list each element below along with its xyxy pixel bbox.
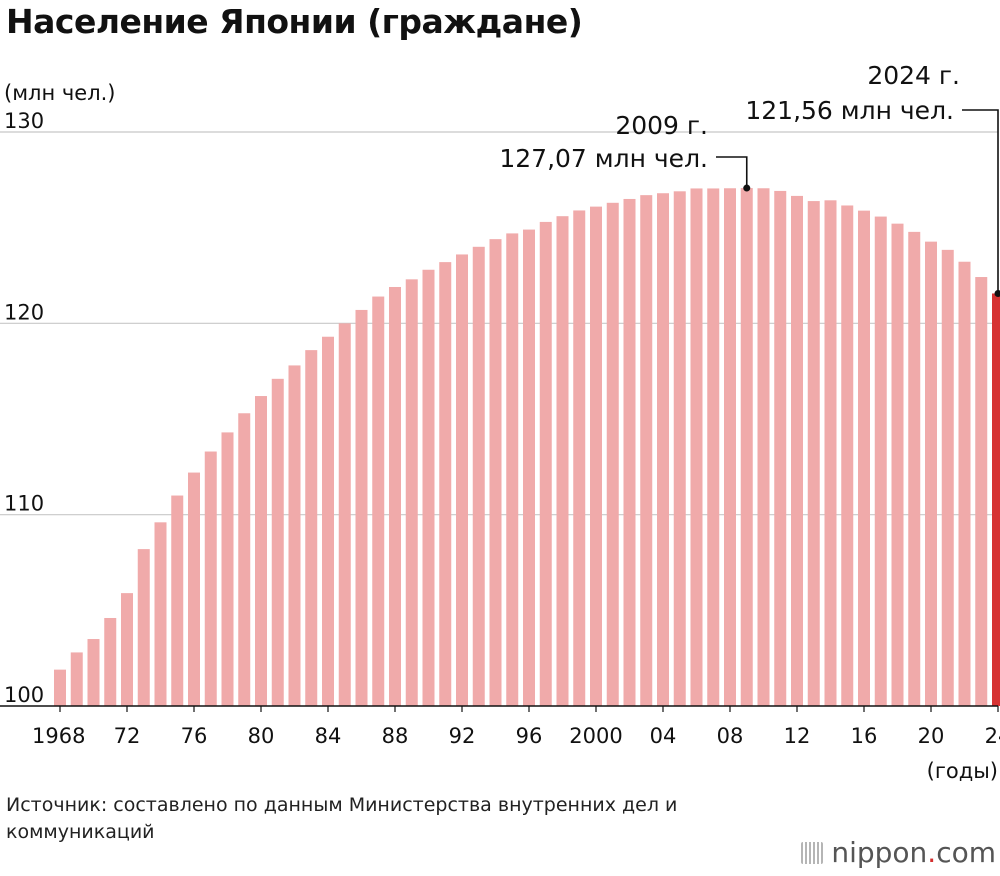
bar-1989 xyxy=(405,279,418,706)
bar-1990 xyxy=(422,269,435,706)
bar-2021 xyxy=(941,249,954,706)
bar-1975 xyxy=(171,495,184,706)
x-tick-label: 12 xyxy=(784,724,811,748)
bar-1970 xyxy=(87,639,100,706)
bar-1974 xyxy=(154,522,167,706)
bar-1983 xyxy=(305,350,318,706)
brand-tld: com xyxy=(936,836,996,869)
bar-1996 xyxy=(523,229,535,706)
annotation-2009-value: 127,07 млн чел. xyxy=(499,144,708,173)
bar-2017 xyxy=(874,216,887,706)
bar-1987 xyxy=(372,296,385,706)
source-note: Источник: составлено по данным Министерс… xyxy=(6,794,678,843)
bar-2010 xyxy=(757,188,770,706)
x-tick-label: 84 xyxy=(315,724,342,748)
annotation-point-2024 xyxy=(994,289,1000,297)
x-axis-unit-label: (годы) xyxy=(927,759,998,783)
bar-2005 xyxy=(673,191,686,706)
annotation-2024-year: 2024 г. xyxy=(867,61,960,90)
chart-title: Население Японии (граждане) xyxy=(6,2,583,41)
x-tick-label: 88 xyxy=(382,724,409,748)
bar-2003 xyxy=(640,195,653,706)
y-tick-label: 120 xyxy=(4,300,44,324)
x-tick-label: 16 xyxy=(851,724,878,748)
y-tick-label: 110 xyxy=(4,492,44,516)
bar-2018 xyxy=(891,223,904,706)
annotation-2009-year: 2009 г. xyxy=(615,111,708,140)
brand-dot: . xyxy=(927,836,937,869)
brand-logo[interactable]: nippon.com xyxy=(801,836,996,869)
bar-2011 xyxy=(774,190,787,706)
x-tick-label: 72 xyxy=(114,724,141,748)
bar-1994 xyxy=(489,239,502,706)
bar-1981 xyxy=(271,378,284,706)
y-tick-label: 130 xyxy=(4,109,44,133)
bar-1991 xyxy=(439,262,452,706)
bar-2022 xyxy=(958,261,971,706)
annotation-2024-value: 121,56 млн чел. xyxy=(745,96,954,125)
x-tick-label: 04 xyxy=(650,724,677,748)
x-tick-label: 20 xyxy=(918,724,945,748)
bar-1980 xyxy=(255,396,267,706)
brand-wordmark: nippon.com xyxy=(831,836,996,869)
bar-1993 xyxy=(472,246,485,707)
bars xyxy=(54,188,1000,707)
bar-1988 xyxy=(389,286,401,706)
annotation-leader-2009 xyxy=(716,156,748,189)
x-tick-label: 24 xyxy=(985,724,1000,748)
x-tick-label: 76 xyxy=(181,724,208,748)
bar-2009 xyxy=(740,188,753,706)
bar-2008 xyxy=(724,188,736,706)
bar-1977 xyxy=(204,451,217,706)
bar-2024 xyxy=(992,293,1000,706)
x-tick-label: 1968 xyxy=(32,724,85,748)
y-tick-label: 100 xyxy=(4,683,44,707)
annotations: 2009 г. 127,07 млн чел. 2024 г. 121,56 млн … xyxy=(499,61,1000,297)
annotation-leader-2024 xyxy=(962,109,999,294)
bar-1976 xyxy=(188,472,200,706)
brand-name: nippon xyxy=(831,836,928,869)
bar-2020 xyxy=(925,241,937,706)
bar-2000 xyxy=(590,206,602,706)
bar-2006 xyxy=(690,188,703,706)
x-tick-label: 08 xyxy=(717,724,744,748)
population-bar-chart: 100 110 120 130 1968 72 76 80 84 88 92 96 2000 04 08 12… xyxy=(0,61,1000,783)
bar-1998 xyxy=(556,216,569,707)
bar-1978 xyxy=(221,432,234,706)
nippon-logo-icon xyxy=(801,841,824,864)
y-axis-unit-label: (млн чел.) xyxy=(4,81,115,105)
bar-1973 xyxy=(137,549,150,706)
bar-2014 xyxy=(824,200,837,706)
bar-1985 xyxy=(338,323,351,706)
annotation-point-2009 xyxy=(743,184,751,192)
bar-1999 xyxy=(573,210,586,707)
bar-1995 xyxy=(506,233,519,706)
bar-2016 xyxy=(858,210,870,706)
bar-2013 xyxy=(807,201,820,706)
bar-1984 xyxy=(322,336,334,706)
bar-1968 xyxy=(54,669,66,706)
bar-1969 xyxy=(70,652,83,706)
bar-1997 xyxy=(539,221,552,706)
bar-2015 xyxy=(841,205,854,707)
bar-1992 xyxy=(456,254,468,706)
x-tick-label: 2000 xyxy=(569,724,622,748)
bar-2002 xyxy=(623,198,636,706)
bar-2004 xyxy=(657,193,669,706)
bar-1972 xyxy=(121,593,133,706)
bar-1982 xyxy=(288,365,301,706)
bar-2012 xyxy=(791,195,803,706)
axis-labels: 100 110 120 130 1968 72 76 80 84 88 92 96 2000 04 08 12… xyxy=(0,109,1000,748)
x-tick-label: 96 xyxy=(516,724,543,748)
bar-2023 xyxy=(975,277,988,706)
bar-1986 xyxy=(355,309,368,706)
x-tick-label: 80 xyxy=(248,724,275,748)
bar-2001 xyxy=(606,202,619,706)
bar-1971 xyxy=(104,617,117,706)
bar-1979 xyxy=(238,413,251,706)
x-tick-label: 92 xyxy=(449,724,476,748)
bar-2019 xyxy=(908,231,921,706)
bar-2007 xyxy=(707,188,720,706)
